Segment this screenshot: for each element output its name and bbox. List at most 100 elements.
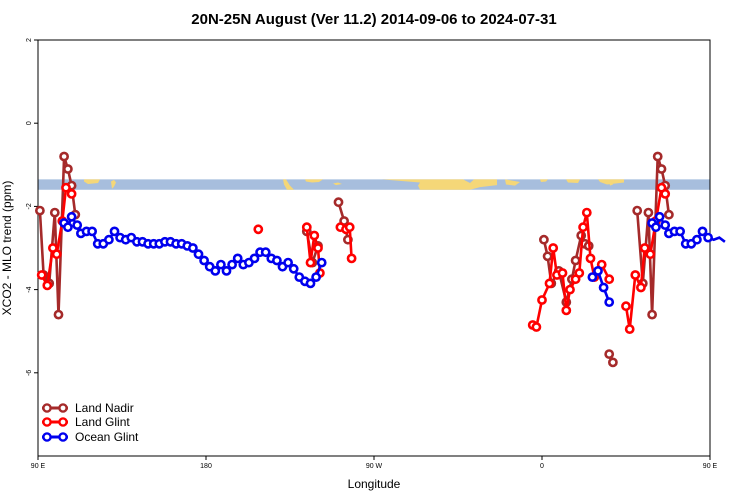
point-ocean-glint-49 (593, 265, 603, 276)
point-ocean-glint-24 (187, 243, 198, 253)
point-ocean-glint-53 (651, 222, 661, 233)
point-ocean-glint-41 (283, 257, 293, 268)
map-strip-land-0 (382, 179, 497, 190)
point-ocean-glint-58 (675, 226, 685, 237)
point-land-glint-11 (313, 243, 323, 253)
y-axis: 2 0 -2 -4 -6 (26, 38, 38, 376)
map-strip-land-west (84, 179, 100, 185)
point-land-glint-6 (66, 188, 77, 199)
point-land-glint-39 (645, 249, 656, 260)
point-land-nadir-25 (604, 349, 615, 359)
x-tick-label-0: 90 E (31, 463, 46, 470)
point-land-glint-30 (585, 253, 596, 264)
point-land-nadir-34 (664, 209, 674, 220)
point-ocean-glint-47 (316, 257, 327, 268)
x-axis-label: Longitude (348, 477, 401, 491)
chart-title: 20N-25N August (Ver 11.2) 2014-09-06 to … (191, 11, 556, 28)
point-ocean-glint-9 (104, 234, 114, 245)
series-ocean-glint (59, 211, 726, 307)
map-strip-land-3 (566, 179, 580, 183)
point-land-glint-9 (305, 257, 316, 268)
legend: Land Nadir Land Glint Ocean Glint (42, 401, 139, 444)
point-ocean-glint-54 (654, 211, 665, 222)
point-ocean-glint-45 (305, 278, 316, 289)
point-land-glint-21 (548, 243, 559, 253)
point-land-nadir-12 (333, 197, 344, 208)
point-land-glint-0 (36, 270, 47, 280)
map-strip-land-8 (111, 179, 116, 189)
point-ocean-glint-28 (210, 265, 221, 276)
point-land-nadir-32 (656, 164, 667, 174)
legend-marker-land-nadir (42, 403, 52, 413)
point-land-nadir-3 (49, 207, 60, 218)
point-land-glint-19 (537, 295, 547, 305)
legend-marker-ocean-glint (42, 432, 52, 442)
point-land-nadir-21 (570, 255, 581, 266)
point-land-glint-42 (660, 188, 671, 199)
x-tick-label-2: 90 W (366, 463, 383, 470)
map-strip-land-2 (540, 179, 548, 182)
point-ocean-glint-39 (271, 255, 282, 266)
y-tick-label-0: 2 (26, 38, 33, 42)
point-land-glint-16 (346, 253, 357, 264)
legend-item-land-glint: Land Glint (42, 415, 130, 429)
point-land-nadir-15 (539, 234, 549, 245)
point-land-nadir-16 (542, 251, 553, 262)
point-land-nadir-29 (643, 207, 654, 218)
point-land-glint-18 (531, 322, 542, 332)
legend-item-land-nadir: Land Nadir (42, 401, 134, 415)
point-land-glint-8 (301, 222, 312, 233)
y-axis-label: XCO2 - MLO trend (ppm) (0, 181, 14, 316)
y-tick-label-4: -6 (26, 370, 33, 376)
x-tick-label-4: 90 E (703, 463, 718, 470)
point-land-glint-3 (51, 249, 62, 260)
point-land-glint-34 (621, 301, 631, 312)
map-strip-land-4 (283, 179, 294, 190)
map-strip-ocean (38, 179, 710, 190)
point-ocean-glint-3 (72, 220, 83, 230)
point-land-glint-23 (557, 268, 568, 278)
point-land-glint-37 (636, 282, 646, 293)
point-ocean-glint-10 (109, 226, 120, 237)
point-land-glint-29 (581, 207, 592, 218)
legend-label-land-glint: Land Glint (75, 415, 130, 429)
legend-marker-ocean-glint-2 (58, 432, 68, 442)
legend-marker-land-glint (42, 417, 52, 427)
legend-label-ocean-glint: Ocean Glint (75, 430, 139, 444)
point-ocean-glint-61 (692, 234, 702, 245)
point-land-nadir-0 (35, 205, 45, 216)
point-land-glint-28 (578, 222, 588, 233)
point-ocean-glint-42 (288, 263, 299, 274)
point-land-nadir-31 (652, 151, 663, 162)
map-strip-land-1 (505, 179, 520, 186)
legend-item-ocean-glint: Ocean Glint (42, 430, 139, 444)
point-land-glint-25 (565, 284, 575, 295)
legend-marker-land-glint-2 (58, 417, 68, 427)
series-layer (35, 151, 726, 368)
y-tick-label-3: -4 (26, 286, 33, 292)
point-land-glint-24 (561, 305, 572, 316)
point-land-nadir-30 (647, 309, 657, 320)
point-land-glint-10 (309, 230, 320, 241)
point-land-nadir-27 (632, 205, 643, 216)
point-ocean-glint-31 (227, 259, 237, 270)
point-land-nadir-4 (53, 309, 64, 320)
point-ocean-glint-46 (311, 272, 321, 282)
point-ocean-glint-35 (249, 253, 260, 264)
point-land-glint-35 (624, 324, 635, 334)
point-ocean-glint-30 (221, 265, 232, 276)
point-land-glint-33 (604, 274, 615, 285)
point-land-glint-1 (42, 280, 53, 291)
point-ocean-glint-25 (193, 249, 204, 260)
point-ocean-glint-51 (604, 297, 615, 307)
point-land-nadir-6 (63, 164, 73, 174)
map-strip-land-east (598, 179, 624, 185)
map-strip (38, 179, 710, 190)
point-ocean-glint-63 (703, 232, 713, 243)
point-land-glint-15 (344, 222, 355, 233)
point-ocean-glint-1 (63, 222, 73, 233)
legend-marker-land-nadir-2 (58, 403, 68, 413)
legend-label-land-nadir: Land Nadir (75, 401, 134, 415)
point-land-glint-27 (574, 268, 585, 278)
